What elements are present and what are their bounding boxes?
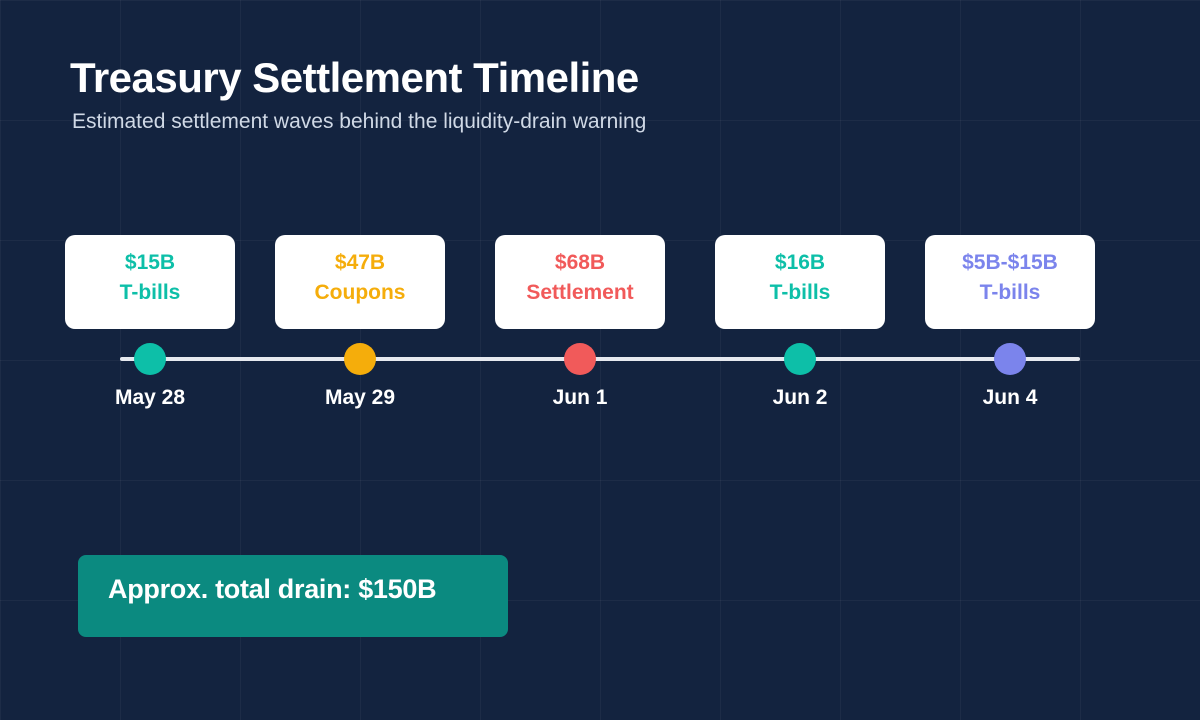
event-date-jun-2: Jun 2 — [772, 386, 828, 409]
event-amount: $5B-$15B — [962, 251, 1058, 274]
event-card-may-29: $47B Coupons — [275, 235, 445, 329]
event-amount: $68B — [554, 251, 606, 274]
event-label: T-bills — [119, 281, 181, 304]
event-label: Coupons — [314, 281, 406, 304]
event-date-may-28: May 28 — [114, 386, 186, 409]
event-date-may-29: May 29 — [324, 386, 396, 409]
event-card-jun-4: $5B-$15B T-bills — [925, 235, 1095, 329]
event-date-jun-1: Jun 1 — [552, 386, 608, 409]
total-drain-box: Approx. total drain: $150B — [78, 555, 508, 637]
event-card-jun-1: $68B Settlement — [495, 235, 665, 329]
event-marker-jun-4 — [994, 343, 1026, 375]
total-drain-text: Approx. total drain: $150B — [108, 574, 437, 604]
timeline-track — [120, 357, 1080, 361]
event-date-jun-4: Jun 4 — [982, 386, 1038, 409]
event-card-may-28: $15B T-bills — [65, 235, 235, 329]
event-card-jun-2: $16B T-bills — [715, 235, 885, 329]
event-marker-jun-2 — [784, 343, 816, 375]
page-subtitle: Estimated settlement waves behind the li… — [72, 110, 647, 133]
event-amount: $15B — [124, 251, 176, 274]
page-title: Treasury Settlement Timeline — [70, 54, 639, 101]
event-marker-may-28 — [134, 343, 166, 375]
event-amount: $16B — [774, 251, 826, 274]
event-amount: $47B — [334, 251, 386, 274]
event-label: T-bills — [979, 281, 1041, 304]
event-marker-may-29 — [344, 343, 376, 375]
event-label: T-bills — [769, 281, 831, 304]
event-label: Settlement — [526, 281, 634, 304]
event-marker-jun-1 — [564, 343, 596, 375]
